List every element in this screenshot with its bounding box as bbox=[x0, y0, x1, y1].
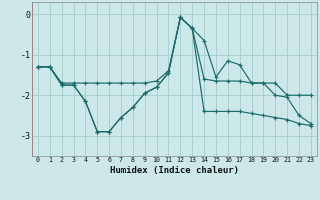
X-axis label: Humidex (Indice chaleur): Humidex (Indice chaleur) bbox=[110, 166, 239, 175]
